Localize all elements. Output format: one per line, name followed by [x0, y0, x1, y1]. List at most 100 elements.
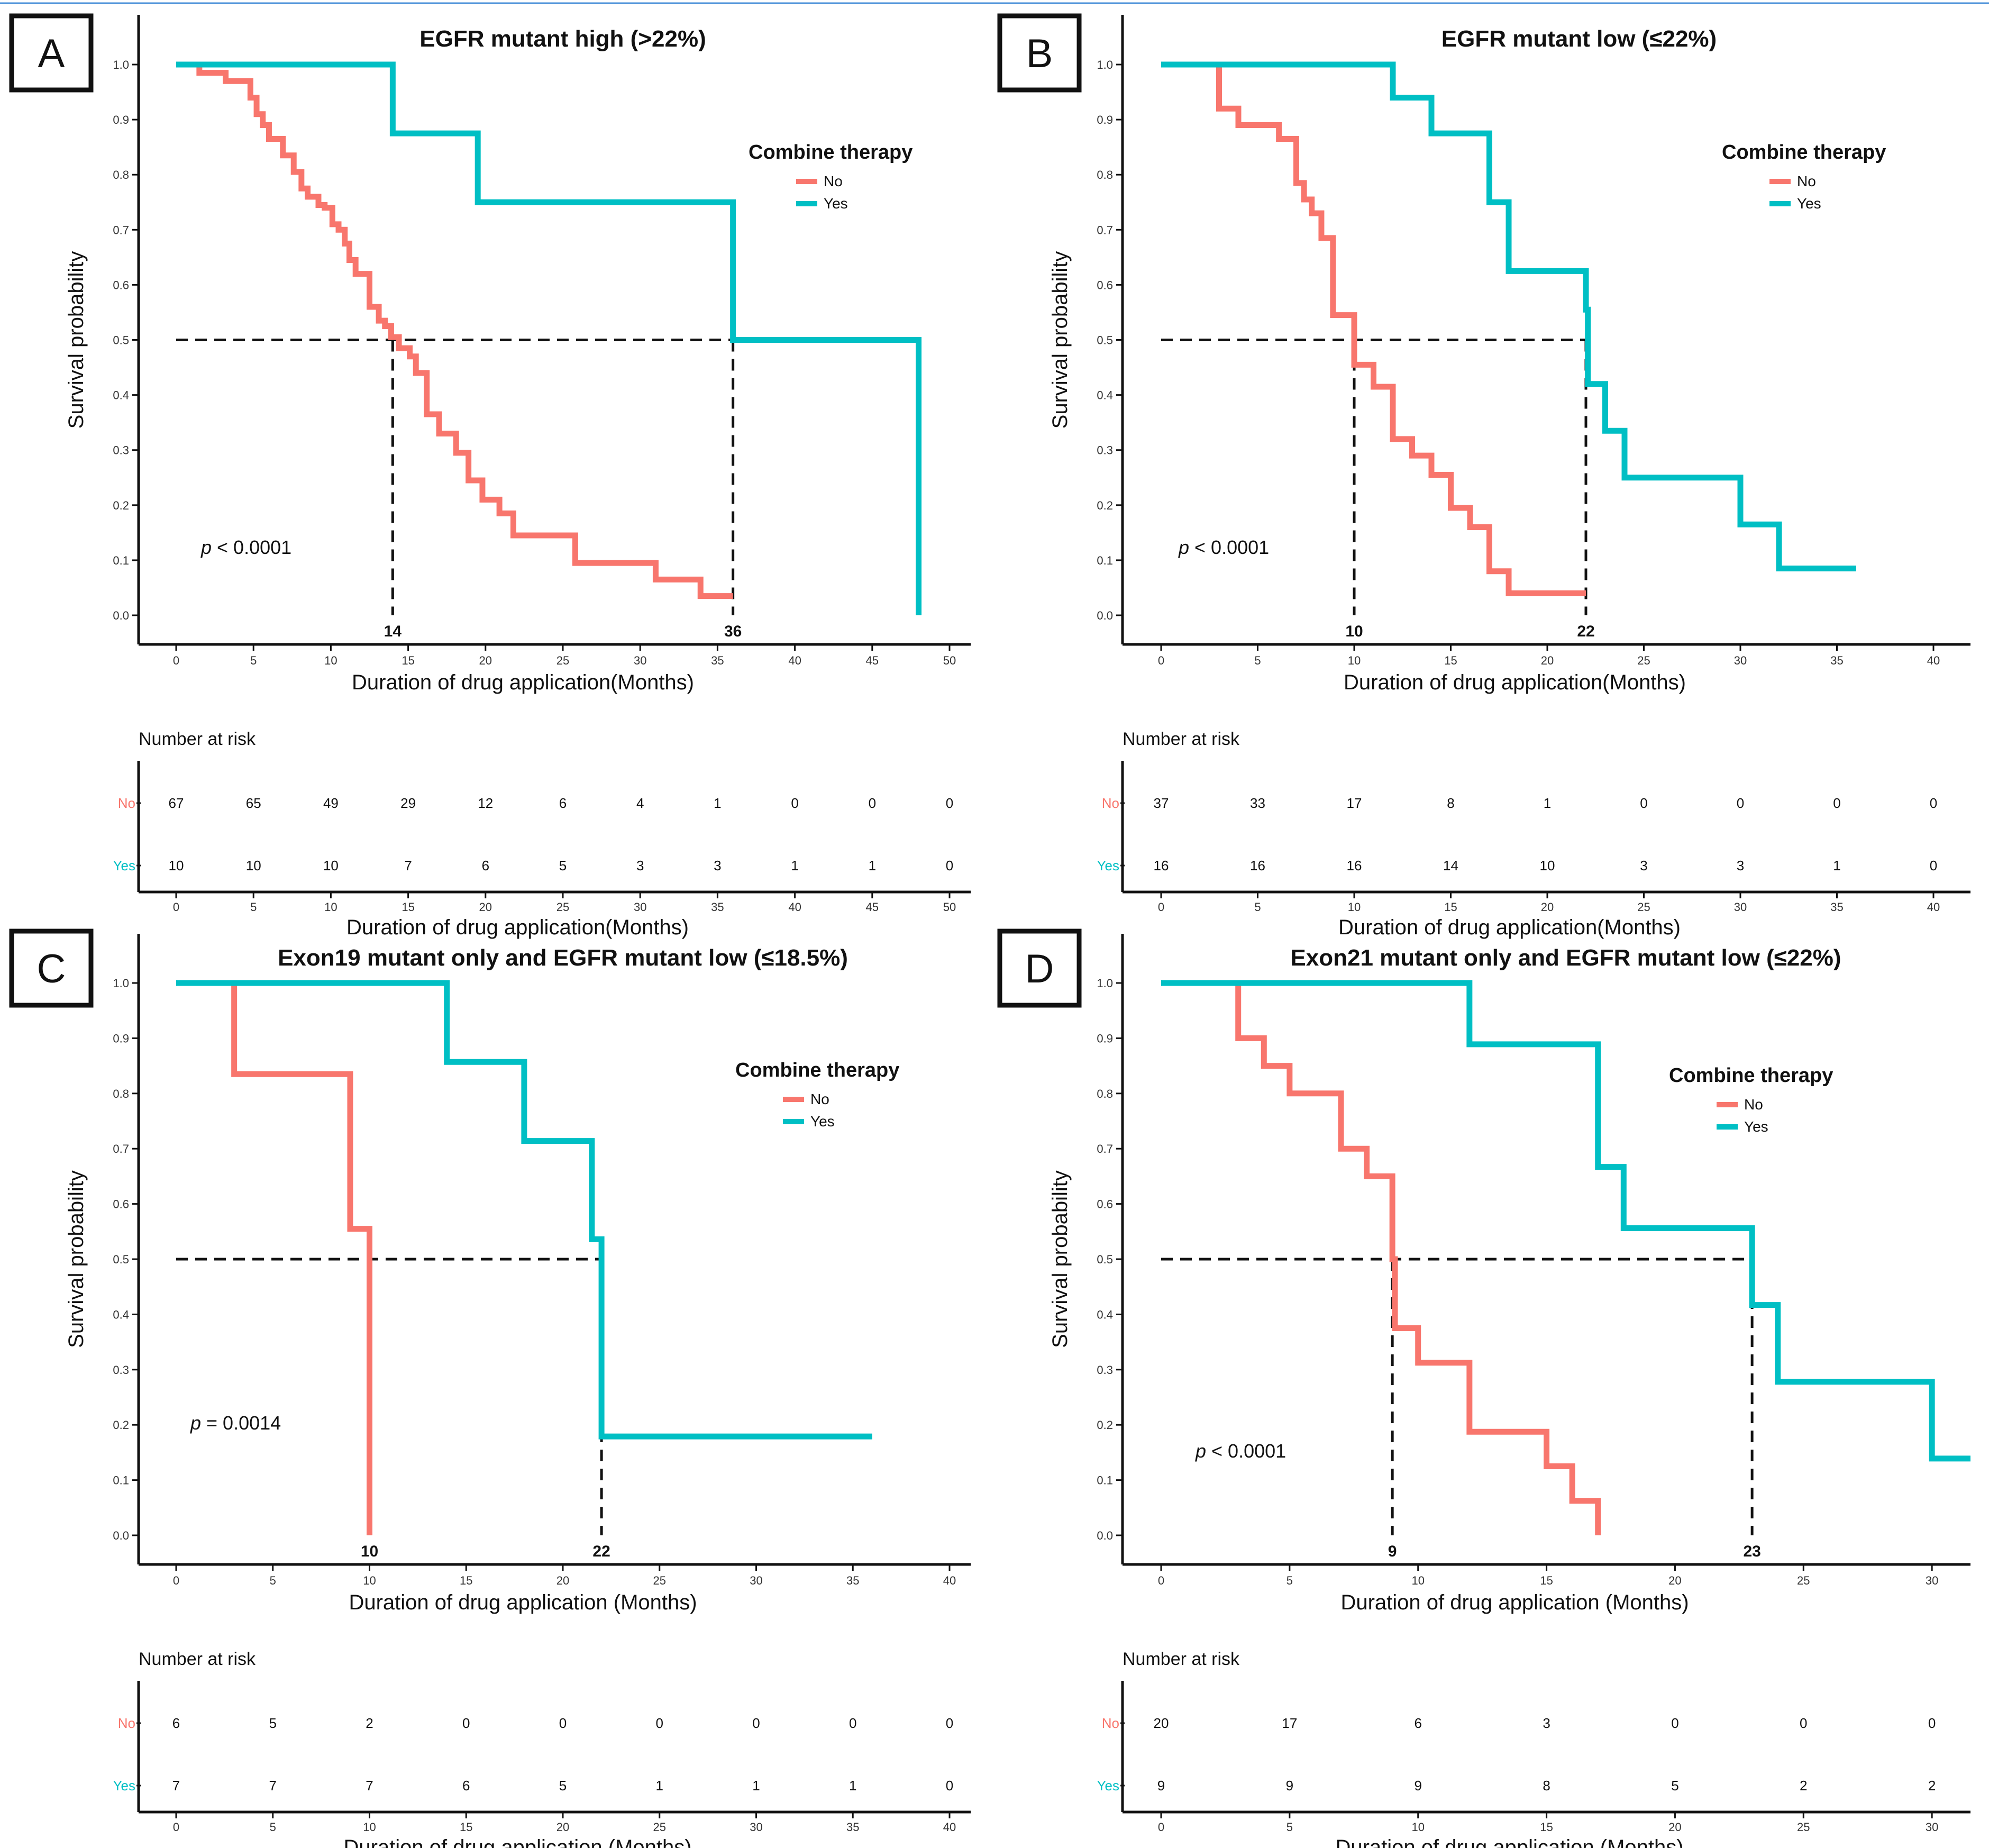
- risk-x-tick-label: 35: [711, 900, 724, 914]
- km-curve-yes: [1161, 980, 1970, 1462]
- y-tick-label: 0.8: [113, 168, 129, 181]
- risk-x-tick-label: 40: [943, 1820, 956, 1834]
- risk-x-tick-label: 20: [1668, 1820, 1681, 1834]
- risk-x-tick-label: 25: [653, 1820, 666, 1834]
- x-tick-label: 35: [1830, 654, 1843, 667]
- y-tick-label: 0.5: [1097, 334, 1113, 347]
- panel-letter: B: [1026, 31, 1053, 76]
- x-tick-label: 0: [1158, 1574, 1164, 1587]
- x-tick-label: 35: [711, 654, 724, 667]
- y-tick-label: 0.1: [113, 1474, 129, 1487]
- risk-x-tick-label: 15: [1444, 900, 1457, 914]
- y-tick-label: 1.0: [113, 977, 129, 990]
- risk-x-tick-label: 25: [556, 900, 569, 914]
- risk-x-tick-label: 5: [1254, 900, 1261, 914]
- x-tick-label: 15: [1444, 654, 1457, 667]
- y-tick-label: 0.1: [1097, 554, 1113, 567]
- risk-strata-label-yes: Yes: [1097, 858, 1119, 873]
- risk-number: 0: [1671, 1715, 1678, 1731]
- panel-a: A EGFR mutant high (>22%) 0.0 0.1 0.2 0.3 0.4 0…: [9, 13, 971, 939]
- legend-label-yes: Yes: [1797, 195, 1821, 212]
- risk-number: 7: [172, 1778, 180, 1794]
- risk-x-tick-label: 40: [788, 900, 801, 914]
- risk-x-tick-label: 0: [173, 900, 179, 914]
- risk-x-tick-label: 35: [1830, 900, 1843, 914]
- risk-number: 3: [1640, 858, 1647, 873]
- y-tick-label: 0.0: [113, 1529, 129, 1542]
- median-label: 9: [1388, 1543, 1397, 1560]
- risk-x-tick-label: 10: [1411, 1820, 1424, 1834]
- risk-table-title: Number at risk: [1123, 729, 1240, 749]
- risk-number: 10: [246, 858, 261, 873]
- risk-number: 0: [1640, 795, 1647, 811]
- risk-number: 9: [1157, 1778, 1165, 1794]
- risk-number: 8: [1447, 795, 1454, 811]
- legend-label-yes: Yes: [824, 195, 848, 212]
- y-tick-label: 0.6: [1097, 278, 1113, 292]
- risk-strata-label-yes: Yes: [1097, 1778, 1119, 1794]
- panel-d: D Exon21 mutant only and EGFR mutant low …: [997, 928, 1970, 1848]
- x-tick-label: 0: [173, 1574, 179, 1587]
- risk-number: 7: [366, 1778, 373, 1794]
- risk-x-tick-label: 20: [556, 1820, 569, 1834]
- risk-number: 3: [714, 858, 721, 873]
- x-tick-label: 0: [1158, 654, 1164, 667]
- y-tick-label: 0.6: [1097, 1198, 1113, 1211]
- x-axis-title: Duration of drug application(Months): [352, 671, 694, 694]
- x-tick-label: 40: [1927, 654, 1940, 667]
- y-tick-label: 0.8: [1097, 1087, 1113, 1100]
- y-axis-title: Survival probability: [65, 1170, 88, 1348]
- risk-number: 29: [400, 795, 416, 811]
- chart-title: Exon21 mutant only and EGFR mutant low (…: [1290, 945, 1841, 971]
- risk-number: 17: [1282, 1715, 1297, 1731]
- x-tick-label: 50: [943, 654, 956, 667]
- x-tick-label: 10: [324, 654, 337, 667]
- legend-label-no: No: [1797, 173, 1816, 189]
- p-value: p = 0.0014: [190, 1412, 281, 1434]
- panel-letter-box: [997, 13, 1082, 93]
- risk-number: 1: [1544, 795, 1551, 811]
- risk-number: 17: [1347, 795, 1362, 811]
- y-tick-label: 0.7: [1097, 223, 1113, 236]
- km-curve-yes: [1161, 61, 1856, 572]
- risk-number: 9: [1414, 1778, 1421, 1794]
- x-tick-label: 30: [750, 1574, 762, 1587]
- risk-number: 0: [1930, 795, 1937, 811]
- risk-number: 6: [462, 1778, 470, 1794]
- y-tick-label: 0.7: [113, 1142, 129, 1155]
- risk-number: 9: [1286, 1778, 1293, 1794]
- p-value: p < 0.0001: [1195, 1440, 1286, 1462]
- legend-title: Combine therapy: [735, 1059, 899, 1081]
- y-tick-label: 0.3: [113, 444, 129, 457]
- risk-x-tick-label: 15: [1540, 1820, 1553, 1834]
- y-tick-label: 0.9: [1097, 113, 1113, 126]
- risk-x-tick-label: 15: [460, 1820, 472, 1834]
- y-axis-title: Survival probability: [1048, 1170, 1072, 1348]
- risk-number: 10: [1540, 858, 1555, 873]
- risk-number: 7: [404, 858, 412, 873]
- risk-x-axis-title: Duration of drug application(Months): [346, 916, 689, 939]
- risk-x-axis-title: Duration of drug application(Months): [1338, 916, 1681, 939]
- risk-number: 3: [1737, 858, 1744, 873]
- risk-x-tick-label: 25: [1637, 900, 1650, 914]
- y-tick-label: 0.0: [113, 609, 129, 622]
- risk-number: 1: [849, 1778, 856, 1794]
- risk-x-axis-title: Duration of drug application (Months): [1335, 1836, 1683, 1848]
- risk-number: 0: [1928, 1715, 1936, 1731]
- risk-number: 0: [946, 1778, 953, 1794]
- y-tick-label: 0.5: [113, 1253, 129, 1266]
- risk-number: 20: [1154, 1715, 1169, 1731]
- legend-label-no: No: [810, 1091, 829, 1107]
- y-tick-label: 0.4: [113, 1308, 129, 1321]
- risk-number: 1: [656, 1778, 663, 1794]
- x-tick-label: 10: [363, 1574, 376, 1587]
- y-tick-label: 0.9: [1097, 1032, 1113, 1045]
- risk-number: 1: [714, 795, 721, 811]
- x-tick-label: 25: [556, 654, 569, 667]
- risk-number: 16: [1154, 858, 1169, 873]
- risk-number: 6: [482, 858, 489, 873]
- x-tick-label: 5: [270, 1574, 276, 1587]
- risk-number: 1: [869, 858, 876, 873]
- y-tick-label: 0.3: [1097, 444, 1113, 457]
